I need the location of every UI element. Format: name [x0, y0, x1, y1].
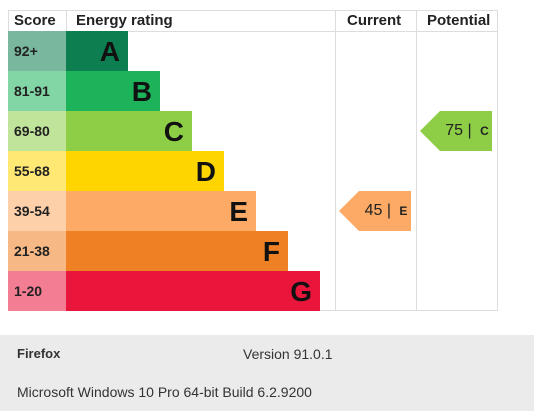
header-score: Score [14, 12, 56, 29]
potential-rating-value: 75 [445, 122, 464, 139]
browser-version: Version 91.0.1 [243, 346, 333, 362]
band-letter-e: E [229, 196, 248, 227]
band-bar-c: C [66, 111, 192, 151]
potential-rating-letter: C [480, 124, 489, 138]
browser-info-footer: Firefox Version 91.0.1 Microsoft Windows… [0, 335, 534, 411]
current-rating-letter: E [399, 204, 408, 218]
band-score-g: 1-20 [8, 271, 66, 311]
band-letter-g: G [290, 276, 312, 307]
band-bar-a: A [66, 31, 128, 71]
band-score-b: 81-91 [8, 71, 66, 111]
band-letter-a: A [99, 36, 120, 67]
band-bar-f: F [66, 231, 288, 271]
band-letter-f: F [262, 236, 280, 267]
band-bar-b: B [66, 71, 160, 111]
band-letter-c: C [163, 116, 184, 147]
band-score-c: 69-80 [8, 111, 66, 151]
band-score-a: 92+ [8, 31, 66, 71]
header-energy-rating: Energy rating [76, 12, 173, 29]
band-letter-d: D [195, 156, 216, 187]
current-rating-value: 45 [364, 202, 383, 219]
header-potential: Potential [427, 12, 491, 29]
potential-rating-separator: | [467, 122, 472, 139]
band-bar-d: D [66, 151, 224, 191]
header-current: Current [347, 12, 402, 29]
browser-name: Firefox [17, 346, 61, 361]
epc-chart: Score Energy rating Current Potential 92… [8, 10, 498, 311]
current-rating-separator: | [386, 202, 391, 219]
band-letter-b: B [131, 76, 152, 107]
os-info: Microsoft Windows 10 Pro 64-bit Build 6.… [17, 384, 312, 400]
band-score-d: 55-68 [8, 151, 66, 191]
band-bar-g: G [66, 271, 320, 311]
band-score-f: 21-38 [8, 231, 66, 271]
band-score-e: 39-54 [8, 191, 66, 231]
band-bar-e: E [66, 191, 256, 231]
